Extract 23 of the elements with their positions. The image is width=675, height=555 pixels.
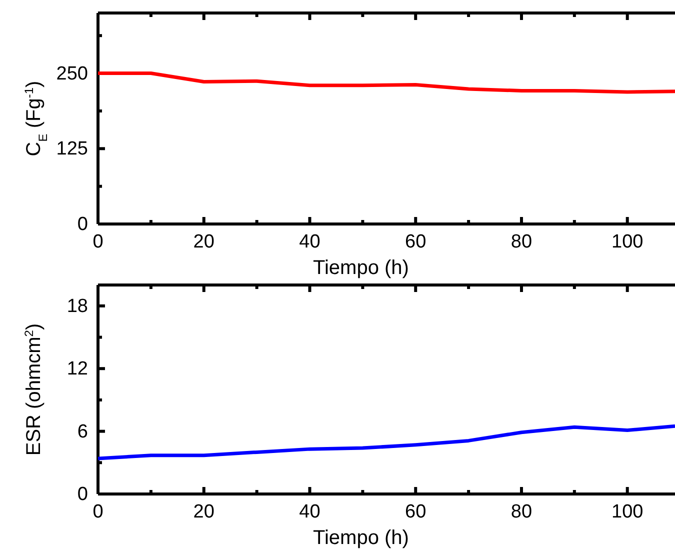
y-tick-label: 0 bbox=[77, 214, 88, 236]
y-tick-label: 6 bbox=[77, 421, 88, 442]
x-tick-label: 80 bbox=[510, 501, 532, 522]
x-tick-label: 40 bbox=[299, 501, 320, 522]
x-tick-label: 60 bbox=[405, 231, 426, 252]
x-tick-label: 20 bbox=[193, 501, 214, 522]
x-tick-label: 100 bbox=[612, 501, 644, 522]
x-tick-label: 20 bbox=[193, 231, 214, 252]
y-tick-label: 125 bbox=[56, 138, 88, 160]
y-tick-label: 0 bbox=[77, 484, 88, 506]
x-tick-label: 80 bbox=[510, 231, 532, 252]
x-tick-label: 0 bbox=[92, 501, 104, 522]
line-series bbox=[96, 424, 675, 460]
y-tick-label: 12 bbox=[66, 358, 88, 380]
x-tick-label: 100 bbox=[612, 231, 644, 252]
y-tick-label: 18 bbox=[66, 296, 88, 317]
x-axis-title: Tiempo (h) bbox=[313, 527, 409, 549]
x-tick-label: 60 bbox=[405, 501, 426, 522]
x-axis-title: Tiempo (h) bbox=[313, 257, 409, 279]
y-tick-label: 250 bbox=[56, 63, 88, 84]
x-tick-label: 40 bbox=[299, 231, 320, 252]
line-series bbox=[96, 72, 675, 94]
x-tick-label: 0 bbox=[92, 231, 104, 252]
